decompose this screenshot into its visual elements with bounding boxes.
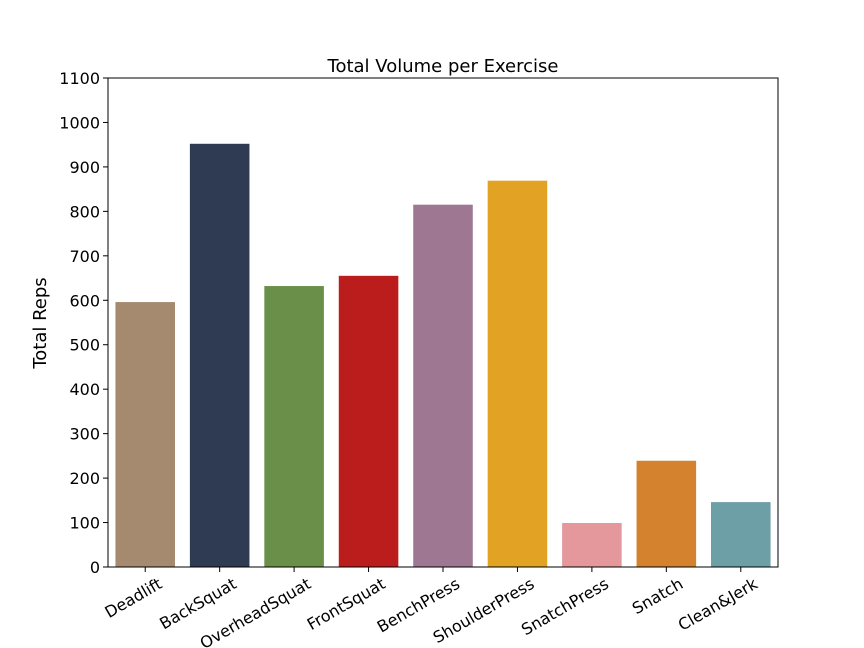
x-tick-label: Deadlift <box>101 574 165 622</box>
y-tick-label: 300 <box>69 425 100 444</box>
y-tick-label: 1000 <box>59 113 100 132</box>
bar-deadlift <box>115 302 175 567</box>
y-tick-label: 700 <box>69 247 100 266</box>
bar-shoulderpress <box>487 180 548 567</box>
bars-group <box>115 143 771 568</box>
y-axis-label: Total Reps <box>30 277 51 369</box>
y-tick-label: 1100 <box>59 69 100 88</box>
y-tick-label: 500 <box>69 336 100 355</box>
bar-overheadsquat <box>264 286 324 567</box>
x-tick-label: Clean&Jerk <box>675 574 762 635</box>
y-tick-label: 400 <box>69 380 100 399</box>
y-tick-label: 900 <box>69 158 100 177</box>
y-tick-label: 800 <box>69 202 100 221</box>
chart-title: Total Volume per Exercise <box>327 56 559 77</box>
x-tick-label: Snatch <box>629 574 686 618</box>
bar-clean-jerk <box>711 502 771 567</box>
y-tick-label: 200 <box>69 469 100 488</box>
y-tick-label: 600 <box>69 291 100 310</box>
y-tick-label: 0 <box>90 558 100 577</box>
bar-snatchpress <box>562 522 622 567</box>
bar-benchpress <box>413 204 473 567</box>
bar-snatch <box>636 460 697 567</box>
plot-frame <box>107 77 779 568</box>
y-tick-label: 100 <box>69 514 100 533</box>
bar-backsquat <box>189 143 250 568</box>
y-ticks-group: 0 100 200 300 400 500 600 700 800 900 1000 1100 <box>59 69 108 577</box>
x-ticks-group: DeadliftBackSquatOverheadSquatFrontSquat… <box>101 567 761 648</box>
bar-frontsquat <box>338 275 399 567</box>
